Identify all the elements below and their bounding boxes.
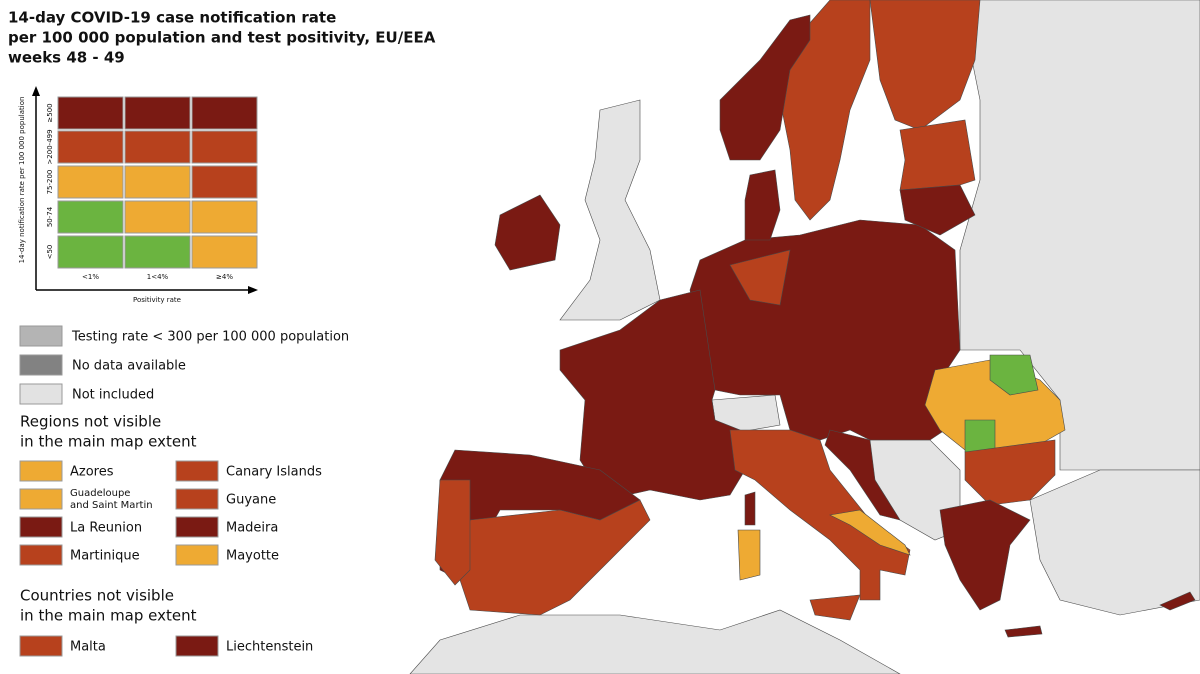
section-heading: in the main map extent	[20, 433, 197, 451]
y-arrowhead	[32, 86, 40, 96]
title-line: 14-day COVID-19 case notification rate	[8, 9, 336, 27]
region	[809, 594, 861, 621]
non-included-land	[559, 99, 661, 321]
matrix-cell	[57, 165, 124, 199]
legend-label: Guyane	[226, 493, 276, 508]
matrix-cell	[124, 200, 191, 234]
legend-swatch	[19, 460, 63, 482]
legend-swatch	[175, 488, 219, 510]
legend-swatch	[175, 516, 219, 538]
legend-swatch	[19, 635, 63, 657]
legend-label: Canary Islands	[226, 465, 322, 480]
legend-swatch	[175, 460, 219, 482]
matrix-cell	[124, 165, 191, 199]
legend-label: Testing rate < 300 per 100 000 populatio…	[71, 330, 349, 345]
matrix-cell	[124, 96, 191, 130]
y-axis-label: 14-day notification rate per 100 000 pop…	[18, 97, 26, 264]
matrix-cell	[57, 96, 124, 130]
region	[989, 354, 1039, 396]
matrix-cell	[191, 130, 258, 164]
region	[869, 0, 981, 131]
region	[899, 119, 976, 191]
legend-label: Azores	[70, 465, 114, 480]
region	[459, 499, 651, 616]
x-arrowhead	[248, 286, 258, 294]
legend-label: Martinique	[70, 549, 140, 564]
legend-swatch	[19, 325, 63, 347]
matrix-cell	[191, 235, 258, 269]
matrix-cell	[191, 165, 258, 199]
column-label: ≥4%	[216, 273, 233, 281]
region	[964, 439, 1056, 506]
matrix-cell	[124, 130, 191, 164]
non-included-land	[959, 0, 1200, 471]
matrix-cell	[57, 130, 124, 164]
legend-swatch	[175, 544, 219, 566]
matrix-cell	[124, 235, 191, 269]
region	[1159, 591, 1196, 611]
non-included-land	[409, 609, 901, 674]
row-label: 50-74	[46, 206, 54, 227]
map	[409, 0, 1200, 674]
row-label: ≥500	[46, 103, 54, 122]
legend-swatch	[19, 354, 63, 376]
matrix-cell	[191, 96, 258, 130]
region	[779, 0, 871, 221]
legend-label: Liechtenstein	[226, 640, 313, 655]
title-line: weeks 48 - 49	[8, 49, 125, 67]
column-label: <1%	[82, 273, 99, 281]
legend-label: Madeira	[226, 521, 278, 536]
column-label: 1<4%	[147, 273, 169, 281]
legend-label: Malta	[70, 640, 106, 655]
legend-label: Mayotte	[226, 549, 279, 564]
region	[939, 499, 1031, 611]
region	[1004, 625, 1043, 638]
section-heading: Countries not visible	[20, 587, 174, 605]
legend-swatch	[19, 383, 63, 405]
x-axis-label: Positivity rate	[133, 296, 181, 304]
legend-swatch	[19, 516, 63, 538]
legend: 14-day COVID-19 case notification rate pe…	[8, 9, 436, 657]
row-label: <50	[46, 245, 54, 260]
region	[729, 429, 911, 601]
section-heading: in the main map extent	[20, 607, 197, 625]
region	[744, 491, 756, 526]
region	[829, 509, 911, 556]
section-heading: Regions not visible	[20, 413, 161, 431]
region	[719, 14, 811, 161]
matrix-cell	[57, 235, 124, 269]
legend-label: Guadeloupe	[70, 488, 130, 499]
region	[964, 419, 996, 453]
region	[899, 184, 976, 236]
matrix-cell	[191, 200, 258, 234]
region	[494, 194, 561, 271]
row-label: >200-499	[46, 129, 54, 164]
region	[729, 249, 791, 306]
region	[737, 529, 761, 581]
non-included-land	[1029, 469, 1200, 616]
region	[744, 169, 781, 241]
row-label: 75-200	[46, 170, 54, 195]
matrix-cell	[57, 200, 124, 234]
legend-swatch	[19, 544, 63, 566]
title-line: per 100 000 population and test positivi…	[8, 29, 436, 47]
legend-label: No data available	[72, 359, 186, 374]
legend-label: La Reunion	[70, 521, 142, 536]
legend-swatch	[175, 635, 219, 657]
legend-label: and Saint Martin	[70, 500, 153, 511]
region	[824, 429, 901, 521]
legend-swatch	[19, 488, 63, 510]
legend-label: Not included	[72, 388, 154, 403]
region	[434, 479, 471, 586]
